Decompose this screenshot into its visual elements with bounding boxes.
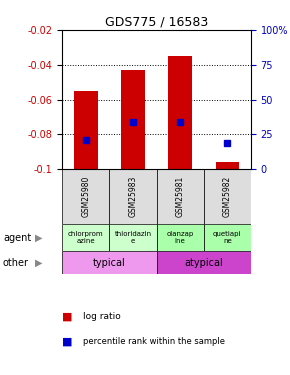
Text: GSM25981: GSM25981 — [176, 176, 185, 217]
FancyBboxPatch shape — [110, 224, 157, 251]
FancyBboxPatch shape — [157, 224, 204, 251]
Text: thioridazin
e: thioridazin e — [115, 231, 152, 244]
Text: quetiapi
ne: quetiapi ne — [213, 231, 242, 244]
Text: olanzap
ine: olanzap ine — [166, 231, 194, 244]
Text: other: other — [3, 258, 29, 267]
Text: typical: typical — [93, 258, 126, 267]
Text: log ratio: log ratio — [83, 312, 120, 321]
FancyBboxPatch shape — [110, 169, 157, 224]
Text: atypical: atypical — [184, 258, 223, 267]
Text: GSM25982: GSM25982 — [223, 176, 232, 217]
FancyBboxPatch shape — [204, 169, 251, 224]
FancyBboxPatch shape — [157, 169, 204, 224]
FancyBboxPatch shape — [157, 251, 251, 274]
FancyBboxPatch shape — [62, 169, 110, 224]
Text: GSM25980: GSM25980 — [81, 176, 90, 218]
Bar — [74, 91, 98, 169]
Bar — [121, 70, 145, 169]
Text: ■: ■ — [62, 312, 73, 322]
FancyBboxPatch shape — [204, 224, 251, 251]
Text: ▶: ▶ — [35, 232, 42, 243]
Text: percentile rank within the sample: percentile rank within the sample — [83, 337, 225, 346]
Text: agent: agent — [3, 232, 31, 243]
Text: ▶: ▶ — [35, 258, 42, 267]
Text: chlorprom
azine: chlorprom azine — [68, 231, 104, 244]
FancyBboxPatch shape — [62, 251, 157, 274]
Text: ■: ■ — [62, 336, 73, 346]
Title: GDS775 / 16583: GDS775 / 16583 — [105, 16, 208, 29]
Bar — [168, 56, 192, 169]
Bar — [215, 162, 239, 169]
FancyBboxPatch shape — [62, 224, 110, 251]
Text: GSM25983: GSM25983 — [128, 176, 137, 218]
